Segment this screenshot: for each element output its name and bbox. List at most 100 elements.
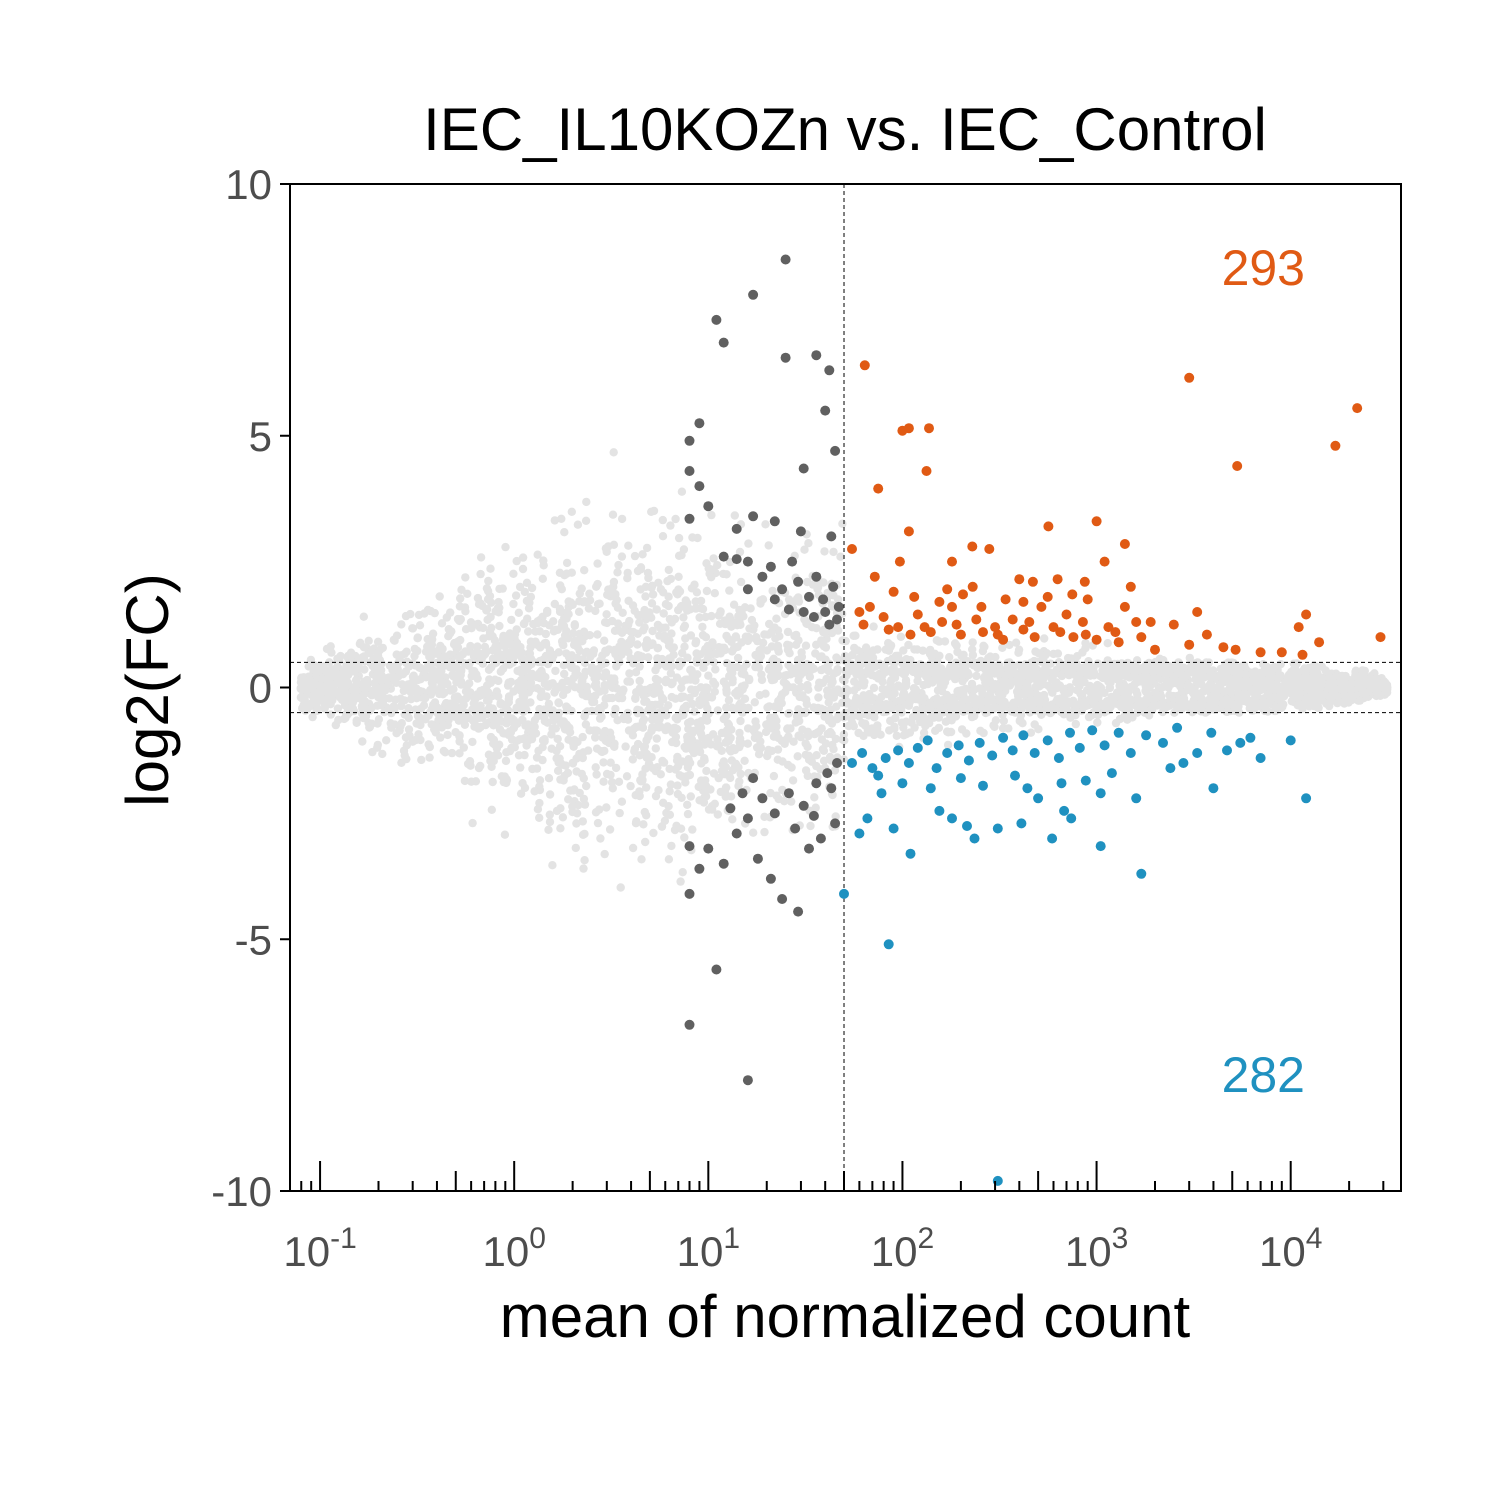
down-count-label: 282 — [1222, 1047, 1305, 1103]
background-point — [406, 609, 415, 619]
background-point — [406, 695, 416, 704]
background-point — [603, 590, 612, 599]
background-point — [773, 670, 783, 679]
filtered-point — [787, 556, 798, 567]
background-point — [1204, 702, 1214, 711]
background-point — [950, 666, 960, 675]
background-point — [410, 651, 419, 661]
background-point — [854, 654, 863, 664]
background-point — [519, 692, 529, 702]
down-point — [998, 732, 1009, 743]
background-point — [460, 715, 470, 724]
background-point — [507, 615, 516, 625]
background-point — [876, 730, 885, 739]
background-point — [1026, 728, 1036, 737]
background-point — [457, 665, 466, 675]
background-point — [414, 730, 423, 739]
background-point — [864, 696, 873, 705]
background-point — [1063, 666, 1072, 675]
down-point — [1245, 732, 1256, 743]
background-point — [704, 733, 713, 743]
background-point — [688, 825, 697, 834]
background-point — [406, 688, 416, 697]
filtered-point — [811, 571, 822, 582]
y-tick-label: -5 — [235, 916, 272, 963]
background-point — [461, 647, 470, 656]
filtered-point — [737, 788, 748, 799]
background-point — [1284, 675, 1293, 684]
filtered-point — [718, 337, 729, 348]
background-point — [591, 691, 600, 700]
background-point — [647, 583, 656, 592]
background-point — [667, 841, 676, 851]
background-point — [626, 781, 635, 791]
background-point — [522, 578, 532, 587]
background-point — [591, 763, 600, 772]
down-point — [1059, 805, 1070, 816]
background-point — [1106, 678, 1115, 687]
filtered-point — [830, 818, 841, 829]
background-point — [476, 686, 485, 696]
background-point — [760, 827, 769, 837]
background-point — [904, 640, 913, 650]
down-point — [1165, 763, 1176, 774]
filtered-point — [711, 964, 722, 975]
background-point — [1084, 657, 1093, 666]
background-point — [1005, 640, 1014, 650]
background-point — [817, 652, 826, 661]
background-point — [1293, 701, 1303, 710]
background-point — [436, 641, 445, 651]
up-point — [912, 609, 923, 620]
background-point — [548, 710, 557, 720]
down-point — [873, 770, 884, 781]
background-point — [614, 560, 623, 570]
background-point — [649, 689, 658, 698]
background-point — [602, 547, 611, 556]
background-point — [787, 763, 796, 772]
background-point — [641, 837, 650, 847]
background-point — [674, 605, 683, 615]
background-point — [1358, 681, 1368, 691]
background-point — [460, 659, 469, 668]
background-point — [392, 631, 402, 640]
background-point — [811, 803, 820, 812]
background-point — [892, 731, 901, 740]
background-point — [513, 666, 522, 676]
background-point — [360, 683, 369, 693]
background-point — [671, 732, 681, 742]
background-point — [475, 704, 485, 713]
background-point — [1257, 677, 1267, 687]
background-point — [308, 712, 317, 722]
background-point — [524, 627, 533, 636]
filtered-point — [830, 445, 841, 456]
background-point — [461, 573, 470, 582]
background-point — [846, 665, 855, 674]
down-point — [1074, 742, 1085, 753]
background-point — [1349, 694, 1358, 704]
background-point — [531, 637, 540, 646]
background-point — [1120, 682, 1130, 691]
up-point — [903, 526, 914, 537]
background-point — [663, 576, 672, 586]
background-point — [352, 716, 361, 725]
down-point — [1255, 753, 1266, 763]
up-point — [854, 607, 865, 617]
background-point — [1190, 691, 1199, 700]
background-point — [495, 725, 505, 734]
background-point — [562, 569, 571, 578]
up-point — [1043, 521, 1054, 532]
background-point — [373, 637, 383, 646]
background-point — [850, 686, 859, 695]
background-point — [808, 580, 818, 589]
background-point — [783, 645, 793, 655]
background-point — [724, 720, 733, 729]
background-point — [493, 751, 503, 760]
background-point — [639, 691, 648, 700]
background-point — [523, 720, 533, 729]
up-point — [919, 622, 930, 633]
background-point — [560, 528, 569, 537]
filtered-point — [808, 612, 819, 622]
background-point — [355, 694, 364, 703]
background-point — [665, 614, 675, 624]
background-point — [466, 761, 475, 770]
